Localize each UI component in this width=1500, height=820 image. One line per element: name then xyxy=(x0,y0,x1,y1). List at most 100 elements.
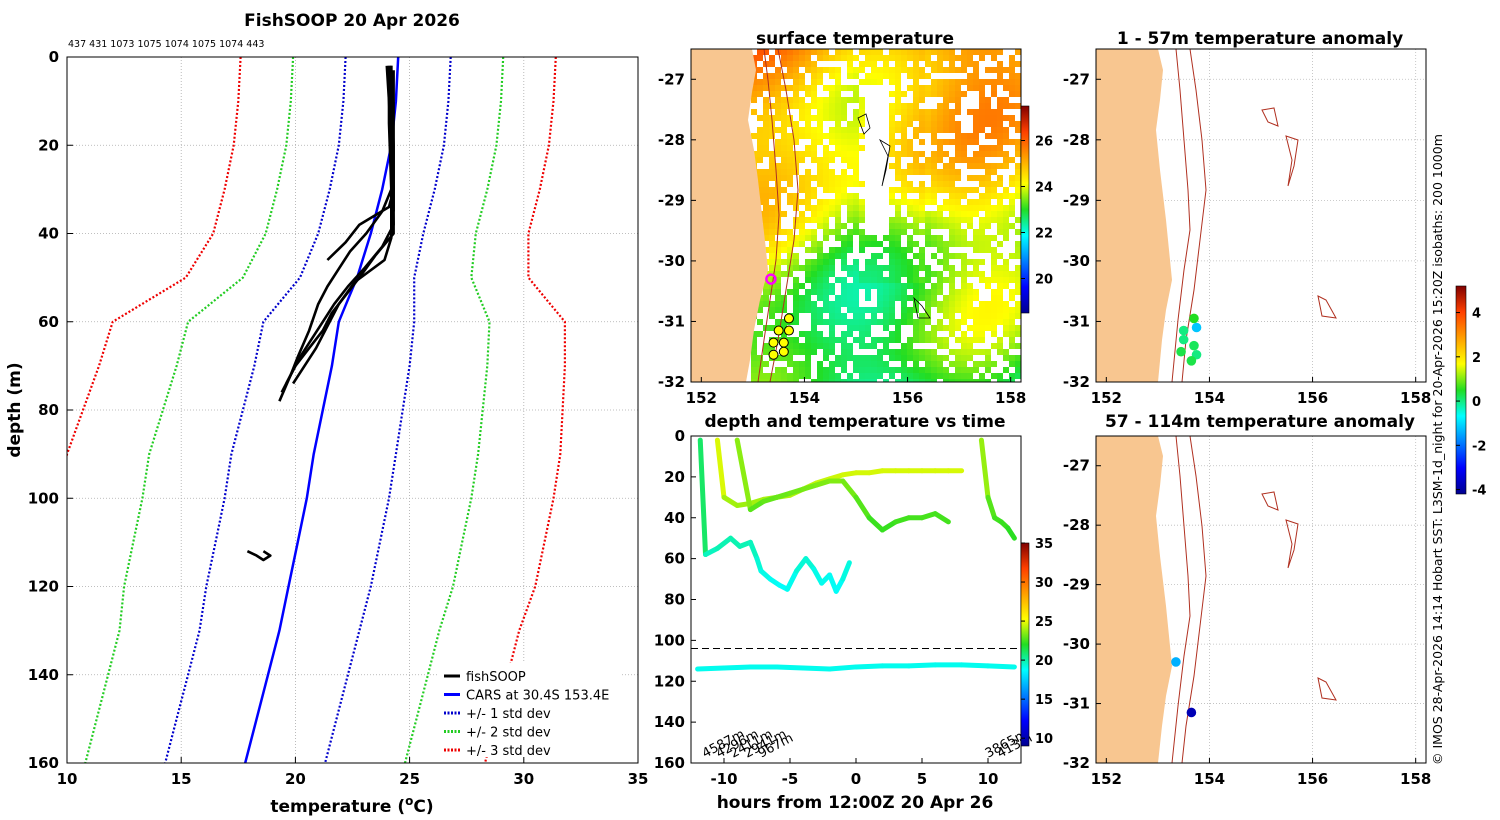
sst-cell xyxy=(979,247,985,253)
sst-cell xyxy=(823,199,829,205)
sst-cell xyxy=(799,73,805,79)
sst-cell xyxy=(775,271,781,277)
sst-cell xyxy=(997,313,1003,319)
sst-cell xyxy=(937,235,943,241)
sst-cell xyxy=(1009,91,1015,97)
series-cast-d xyxy=(978,437,991,500)
sst-cell xyxy=(937,85,943,91)
sst-cell xyxy=(799,151,805,157)
sst-cell xyxy=(997,97,1003,103)
anom1-seamount-2 xyxy=(1285,135,1299,187)
sst-cell xyxy=(883,319,889,325)
sst-cell xyxy=(889,103,895,109)
sst-cell xyxy=(1003,211,1009,217)
sst-cell xyxy=(805,307,811,313)
sst-cell xyxy=(799,85,805,91)
sst-cell xyxy=(991,187,997,193)
x-tick-label: 5 xyxy=(917,770,927,788)
sst-cell xyxy=(823,295,829,301)
sst-cell xyxy=(967,55,973,61)
sst-cell xyxy=(997,253,1003,259)
anom1-isobath-200 xyxy=(1171,49,1191,382)
sst-cell xyxy=(949,361,955,367)
sst-cell xyxy=(775,247,781,253)
sst-cell xyxy=(967,199,973,205)
sst-cell xyxy=(847,319,853,325)
sst-cell xyxy=(973,205,979,211)
sst-cell xyxy=(913,301,919,307)
sst-cell xyxy=(979,379,985,382)
sst-cell xyxy=(865,277,871,283)
sst-cell xyxy=(895,91,901,97)
sst-cell xyxy=(847,85,853,91)
sst-cell xyxy=(913,97,919,103)
sst-cell xyxy=(973,127,979,133)
sst-cell xyxy=(775,301,781,307)
sst-cell xyxy=(931,109,937,115)
sst-cell xyxy=(925,295,931,301)
station-marker xyxy=(773,325,784,336)
sst-cell xyxy=(871,241,877,247)
sst-cell xyxy=(763,301,769,307)
sst-cell xyxy=(949,277,955,283)
sst-cell xyxy=(937,175,943,181)
sst-cell xyxy=(817,367,823,373)
sst-cell xyxy=(979,361,985,367)
sst-cell xyxy=(781,331,787,337)
sst-cell xyxy=(901,109,907,115)
sst-cell xyxy=(979,175,985,181)
sst-cell xyxy=(931,199,937,205)
std1-upper-line xyxy=(324,57,452,763)
sst-cell xyxy=(943,217,949,223)
sst-cell xyxy=(1015,331,1021,337)
sst-cell xyxy=(919,169,925,175)
sst-cell xyxy=(931,49,937,55)
sst-cell xyxy=(991,79,997,85)
sst-cell xyxy=(823,343,829,349)
sst-cell xyxy=(859,325,865,331)
sst-cell xyxy=(793,169,799,175)
sst-cell xyxy=(829,259,835,265)
sst-cell xyxy=(763,379,769,382)
sst-cell xyxy=(763,217,769,223)
sst-cell xyxy=(823,49,829,55)
sst-cell xyxy=(1015,271,1021,277)
sst-cell xyxy=(835,253,841,259)
sst-cell xyxy=(1003,331,1009,337)
sst-cell xyxy=(973,61,979,67)
x-tick-label: 20 xyxy=(285,770,306,788)
profile-title: FishSOOP 20 Apr 2026 xyxy=(244,11,460,31)
sst-cell xyxy=(853,295,859,301)
sst-cell xyxy=(847,373,853,379)
sst-cell xyxy=(1003,283,1009,289)
sst-cell xyxy=(919,181,925,187)
profile-cars-line xyxy=(243,57,400,763)
cars-line xyxy=(243,57,400,763)
sst-cell xyxy=(841,139,847,145)
sst-cell xyxy=(859,67,865,73)
sst-cell xyxy=(967,61,973,67)
sst-cell xyxy=(967,301,973,307)
sst-cell xyxy=(991,127,997,133)
sst-cell xyxy=(859,355,865,361)
sst-cell xyxy=(1003,235,1009,241)
sst-cell xyxy=(787,379,793,382)
sst-cell xyxy=(985,115,991,121)
sst-cell xyxy=(781,49,787,55)
sst-cell xyxy=(757,331,763,337)
sst-cell xyxy=(775,319,781,325)
sst-cell xyxy=(901,259,907,265)
sst-cell xyxy=(967,373,973,379)
sst-cell xyxy=(1003,301,1009,307)
sst-cell xyxy=(943,97,949,103)
sst-cell xyxy=(991,259,997,265)
sst-cell xyxy=(931,217,937,223)
sst-cell xyxy=(955,325,961,331)
y-tick-label: 160 xyxy=(28,754,59,772)
sst-cell xyxy=(895,247,901,253)
anom2-points xyxy=(1171,657,1197,718)
sst-cell xyxy=(817,133,823,139)
sst-cell xyxy=(895,85,901,91)
sst-cell xyxy=(775,277,781,283)
sst-cell xyxy=(865,73,871,79)
